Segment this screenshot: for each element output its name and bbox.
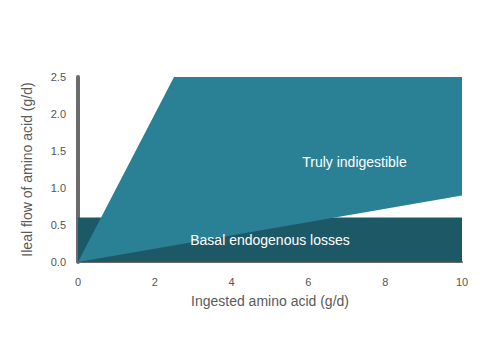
- svg-text:0.0: 0.0: [51, 256, 66, 268]
- svg-text:Basal endogenous losses: Basal endogenous losses: [190, 232, 350, 248]
- svg-text:8: 8: [382, 276, 388, 288]
- svg-text:Ileal flow of amino acid (g/d): Ileal flow of amino acid (g/d): [19, 82, 35, 256]
- svg-text:1.5: 1.5: [51, 145, 66, 157]
- svg-text:1.0: 1.0: [51, 182, 66, 194]
- svg-text:0.5: 0.5: [51, 219, 66, 231]
- svg-text:Ingested amino acid (g/d): Ingested amino acid (g/d): [191, 293, 349, 309]
- svg-text:0: 0: [75, 276, 81, 288]
- svg-text:2: 2: [152, 276, 158, 288]
- svg-text:6: 6: [305, 276, 311, 288]
- svg-text:Truly indigestible: Truly indigestible: [302, 154, 407, 170]
- svg-text:4: 4: [229, 276, 235, 288]
- svg-text:2.0: 2.0: [51, 108, 66, 120]
- svg-text:10: 10: [456, 276, 468, 288]
- svg-text:2.5: 2.5: [51, 71, 66, 83]
